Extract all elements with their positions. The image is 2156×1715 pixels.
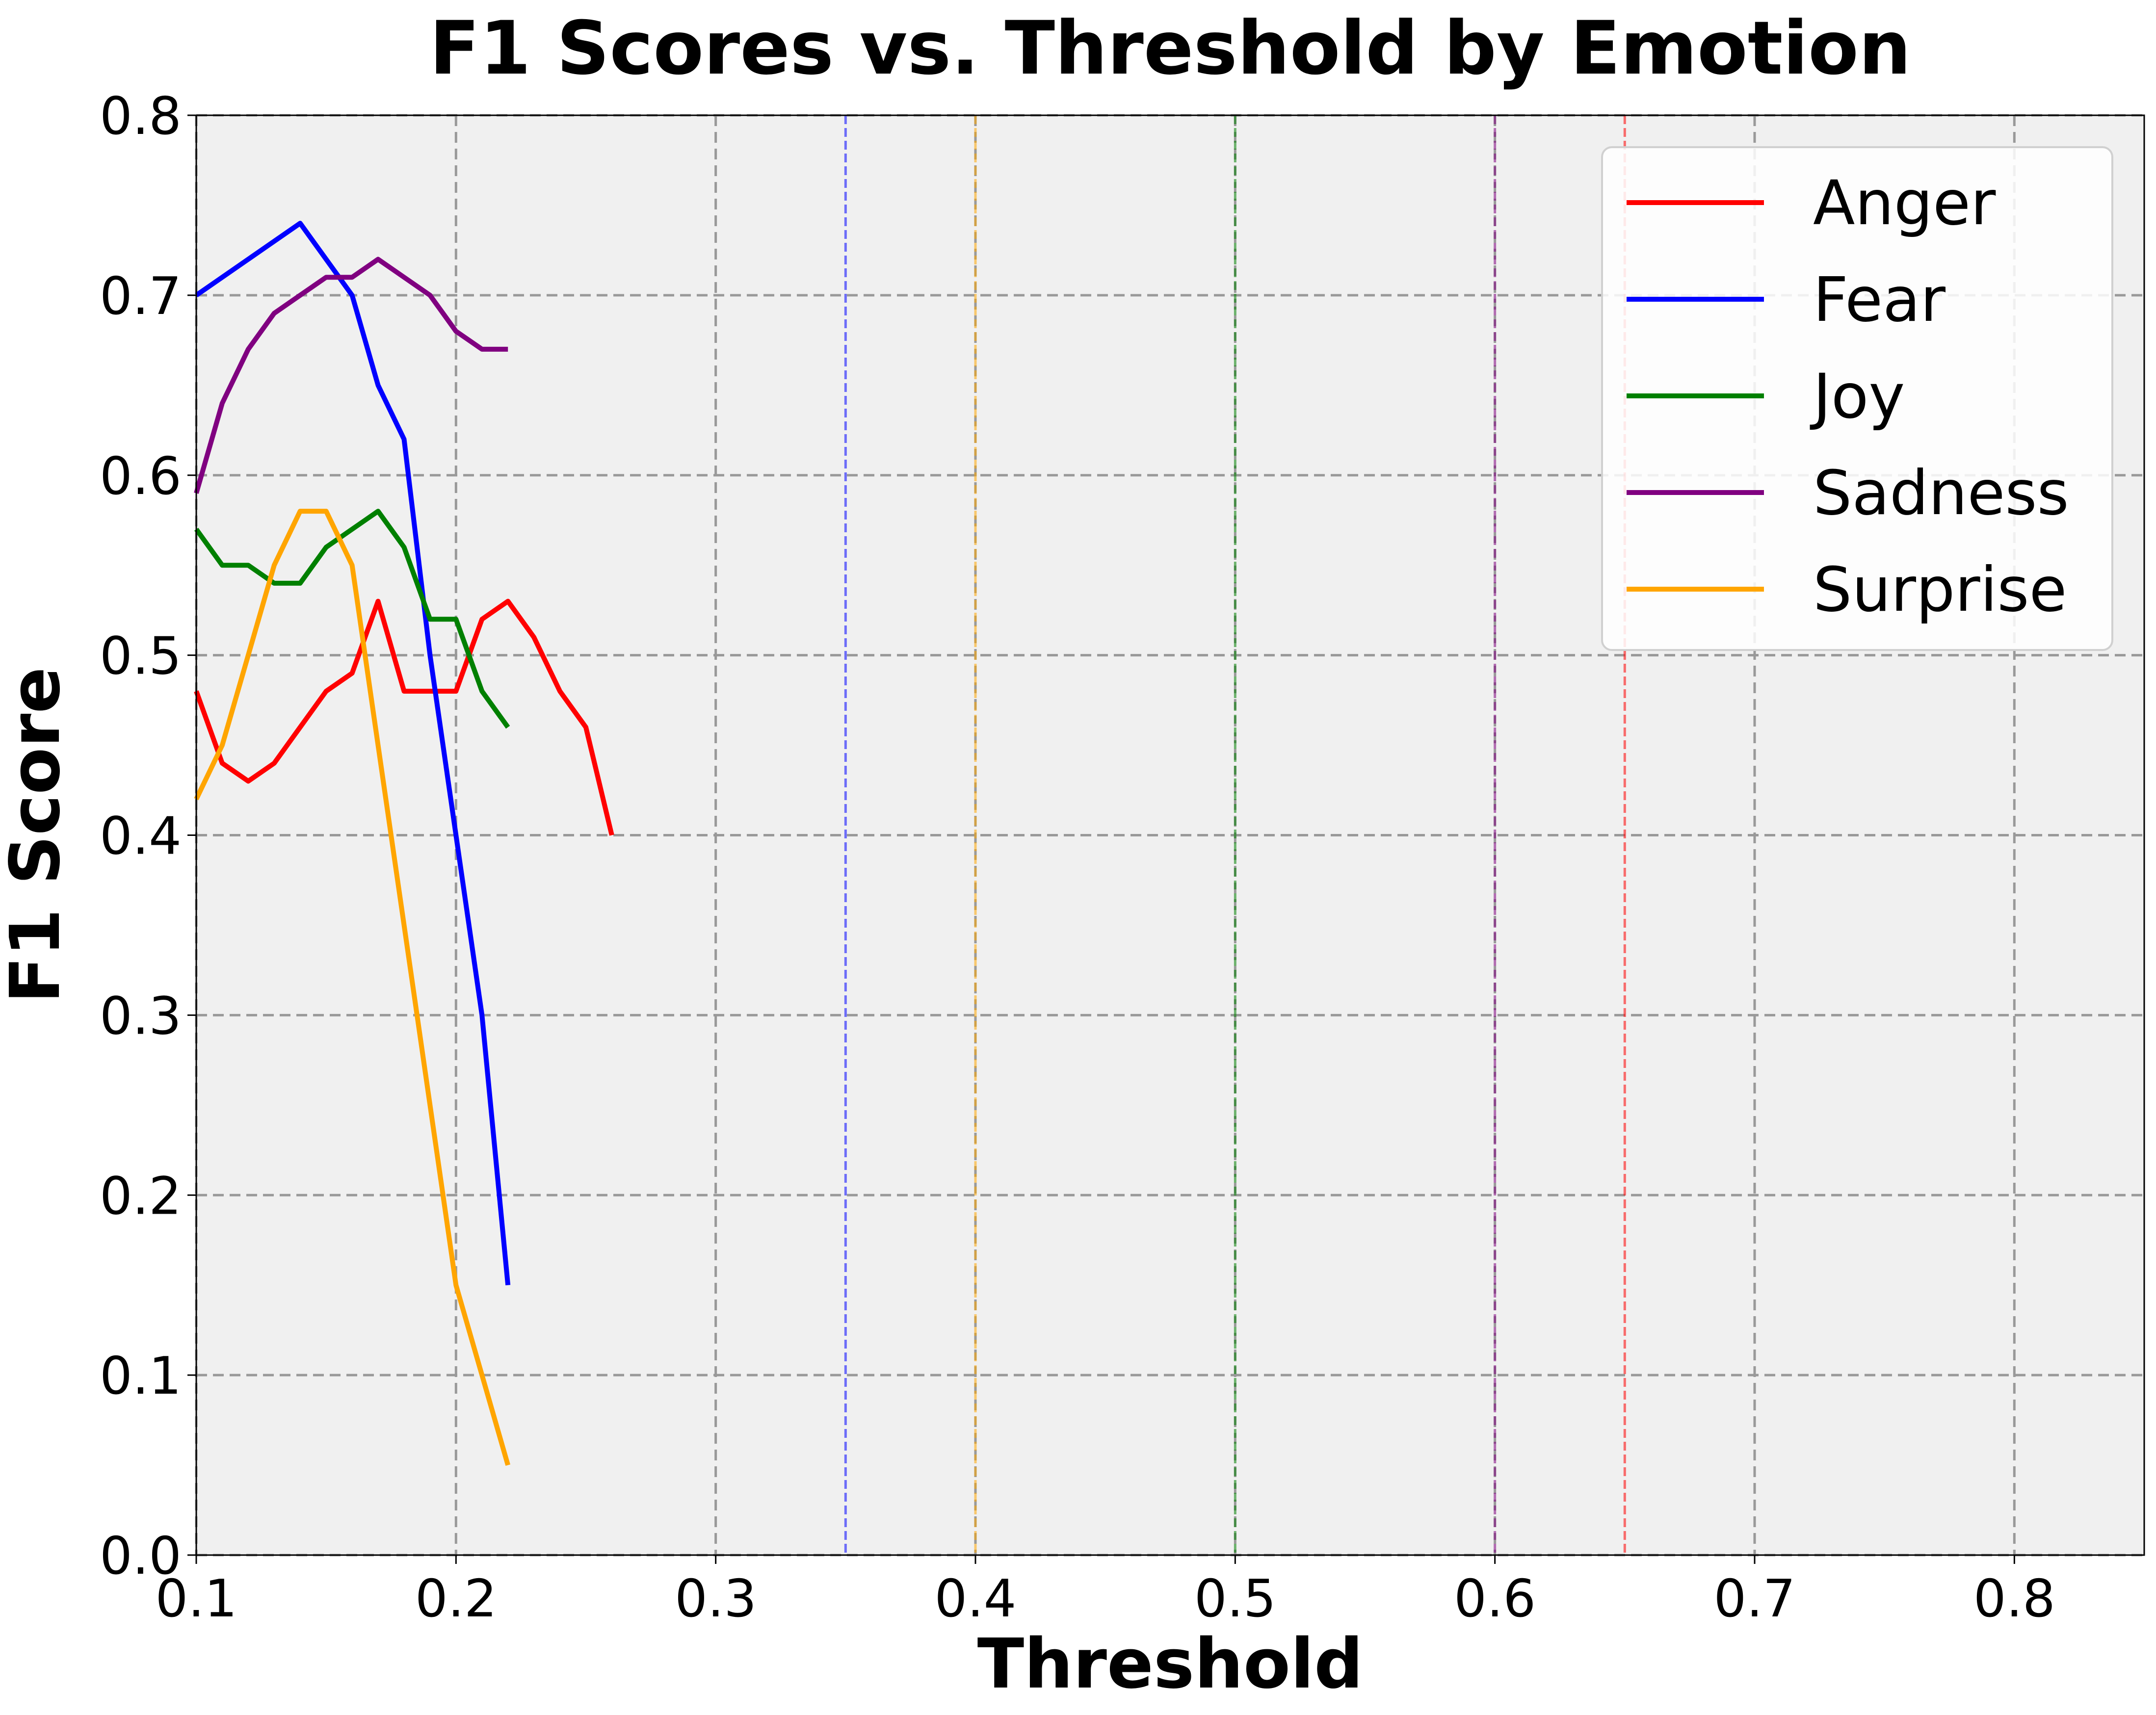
x-tick-label: 0.8 — [1973, 1569, 2055, 1629]
series-line-joy — [194, 509, 510, 729]
x-tick-label: 0.2 — [415, 1569, 497, 1629]
x-tick-label: 0.7 — [1714, 1569, 1796, 1629]
legend-label: Sadness — [1813, 458, 2069, 529]
threshold-lines — [844, 115, 1626, 1555]
x-tick-label: 0.5 — [1194, 1569, 1276, 1629]
series-line-sadness — [194, 257, 508, 494]
y-tick-label: 0.6 — [100, 446, 182, 506]
legend-label: Fear — [1813, 264, 1946, 336]
legend-label: Joy — [1810, 361, 1905, 432]
y-tick-label: 0.5 — [100, 626, 182, 686]
series-line-anger — [194, 598, 614, 836]
y-axis-ticks: 0.0 0.1 0.2 0.3 0.4 0.5 0.6 0.7 0.8 — [100, 86, 196, 1586]
y-tick-label: 0.2 — [100, 1166, 182, 1226]
y-tick-label: 0.8 — [100, 86, 182, 146]
series-line-surprise — [194, 509, 511, 1466]
x-axis-ticks: 0.1 0.2 0.3 0.4 0.5 0.6 0.7 0.8 — [156, 1555, 2055, 1629]
x-tick-label: 0.1 — [156, 1569, 237, 1629]
legend-label: Anger — [1813, 168, 1996, 239]
legend-label: Surprise — [1813, 554, 2067, 625]
legend-box — [1601, 146, 2113, 651]
y-tick-label: 0.0 — [100, 1526, 182, 1586]
x-tick-label: 0.6 — [1454, 1569, 1536, 1629]
y-tick-label: 0.7 — [100, 266, 182, 326]
chart-title: F1 Scores vs. Threshold by Emotion — [429, 6, 1911, 91]
legend: Anger Fear Joy Sadness Surprise — [1601, 146, 2113, 651]
series-line-fear — [195, 221, 511, 1286]
x-tick-label: 0.3 — [675, 1569, 757, 1629]
series-lines — [194, 221, 614, 1466]
y-tick-label: 0.3 — [100, 986, 182, 1046]
x-tick-label: 0.4 — [935, 1569, 1017, 1629]
y-tick-label: 0.1 — [100, 1346, 182, 1406]
y-axis-label: F1 Score — [0, 667, 76, 1004]
x-axis-label: Threshold — [977, 1624, 1364, 1704]
y-tick-label: 0.4 — [100, 806, 182, 866]
